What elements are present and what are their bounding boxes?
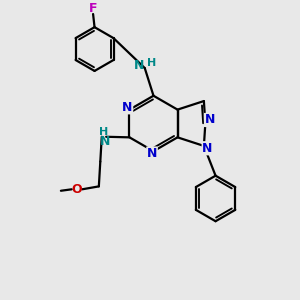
Text: N: N [205,113,215,127]
Text: H: H [99,127,108,136]
Text: N: N [202,142,213,155]
Text: H: H [147,58,157,68]
Text: O: O [72,183,82,196]
Text: F: F [89,2,97,15]
Text: N: N [100,135,110,148]
Text: N: N [134,59,145,72]
Text: N: N [122,101,133,114]
Text: N: N [147,147,157,160]
